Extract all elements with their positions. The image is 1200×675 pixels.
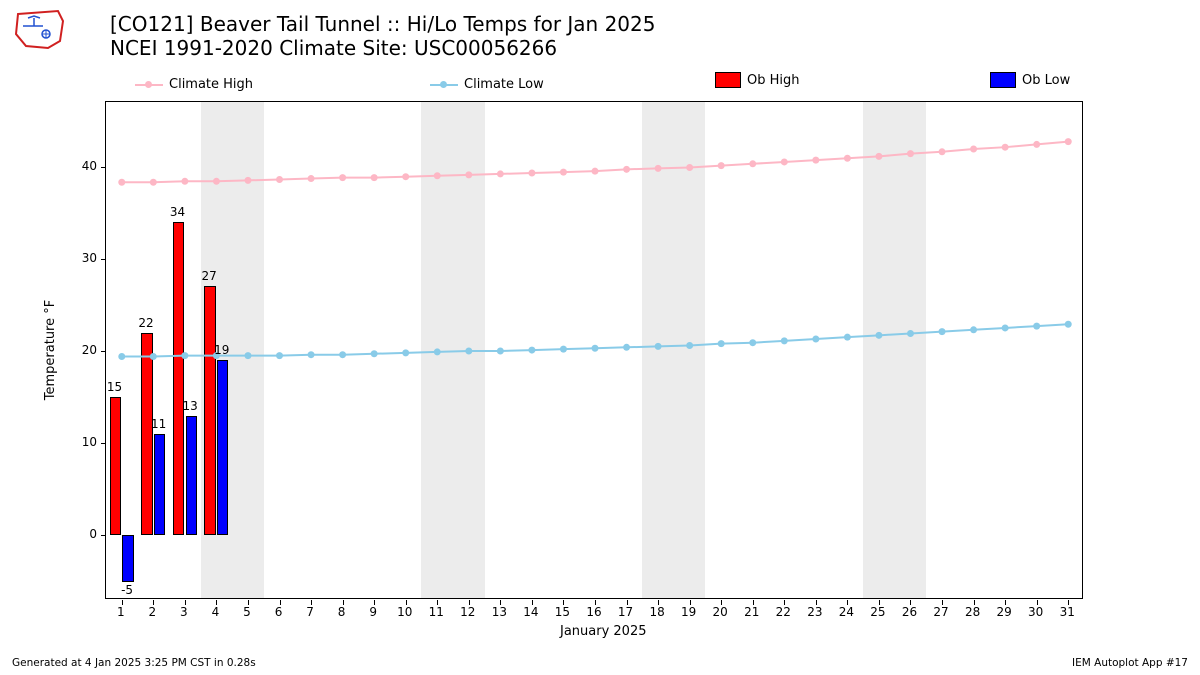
ob-high-bar-label: 22 (138, 316, 153, 330)
ob-low-bar-label: 11 (151, 417, 166, 431)
footer-left: Generated at 4 Jan 2025 3:25 PM CST in 0… (12, 657, 256, 669)
legend-ob-high-label: Ob High (747, 73, 800, 88)
x-tick-label: 11 (429, 605, 444, 619)
legend-ob-low: Ob Low (990, 72, 1070, 88)
legend-ob-high: Ob High (715, 72, 800, 88)
x-tick-label: 7 (306, 605, 314, 619)
plot-area (105, 101, 1083, 599)
footer-right: IEM Autoplot App #17 (1072, 657, 1188, 669)
iem-logo (8, 6, 68, 54)
x-tick-label: 17 (618, 605, 633, 619)
y-tick-label: 30 (75, 251, 97, 265)
x-tick-label: 23 (807, 605, 822, 619)
x-tick-label: 3 (180, 605, 188, 619)
ob-low-bar-label: -5 (121, 583, 133, 597)
x-tick-label: 12 (460, 605, 475, 619)
x-tick-label: 24 (839, 605, 854, 619)
ob-high-bar-label: 15 (107, 380, 122, 394)
x-tick-label: 1 (117, 605, 125, 619)
ob-low-bar-label: 13 (183, 399, 198, 413)
legend-climate-low-label: Climate Low (464, 77, 544, 92)
legend-climate-high: Climate High (135, 77, 253, 92)
x-tick-label: 16 (586, 605, 601, 619)
ob-high-bar-label: 27 (201, 269, 216, 283)
x-tick-label: 27 (933, 605, 948, 619)
x-tick-label: 13 (492, 605, 507, 619)
legend-climate-low: Climate Low (430, 77, 544, 92)
x-tick-label: 4 (212, 605, 220, 619)
chart-title-line2: NCEI 1991-2020 Climate Site: USC00056266 (110, 36, 557, 60)
x-tick-label: 18 (649, 605, 664, 619)
x-tick-label: 28 (965, 605, 980, 619)
x-tick-label: 15 (555, 605, 570, 619)
x-tick-label: 14 (523, 605, 538, 619)
ob-low-bar-label: 19 (214, 343, 229, 357)
x-tick-label: 6 (275, 605, 283, 619)
y-tick-label: 10 (75, 435, 97, 449)
legend-ob-low-label: Ob Low (1022, 73, 1070, 88)
x-tick-label: 20 (713, 605, 728, 619)
y-tick-label: 20 (75, 343, 97, 357)
legend-climate-high-label: Climate High (169, 77, 253, 92)
x-tick-label: 21 (744, 605, 759, 619)
y-axis-label: Temperature °F (43, 300, 58, 400)
x-tick-label: 31 (1060, 605, 1075, 619)
x-tick-label: 30 (1028, 605, 1043, 619)
x-tick-label: 29 (996, 605, 1011, 619)
x-tick-label: 22 (776, 605, 791, 619)
x-axis-label: January 2025 (560, 624, 647, 639)
x-tick-label: 19 (681, 605, 696, 619)
y-tick-label: 0 (75, 527, 97, 541)
x-tick-label: 8 (338, 605, 346, 619)
x-tick-label: 26 (902, 605, 917, 619)
climate-low-line (106, 102, 1084, 600)
x-tick-label: 2 (148, 605, 156, 619)
x-tick-label: 5 (243, 605, 251, 619)
x-tick-label: 25 (870, 605, 885, 619)
x-tick-label: 9 (369, 605, 377, 619)
y-tick-label: 40 (75, 159, 97, 173)
chart-title-line1: [CO121] Beaver Tail Tunnel :: Hi/Lo Temp… (110, 12, 655, 36)
x-tick-label: 10 (397, 605, 412, 619)
ob-high-bar-label: 34 (170, 205, 185, 219)
